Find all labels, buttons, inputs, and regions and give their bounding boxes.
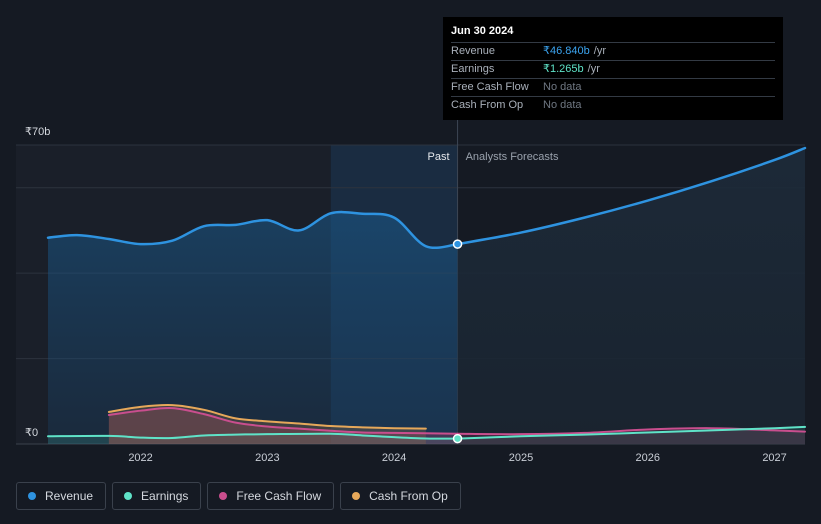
data-tooltip: Jun 30 2024 Revenue ₹46.840b /yr Earning… <box>443 17 783 120</box>
legend-label: Free Cash Flow <box>236 489 322 503</box>
tooltip-label: Cash From Op <box>451 99 524 111</box>
tooltip-row-cash-from-op: Cash From Op No data <box>451 96 775 114</box>
x-tick-label: 2024 <box>382 452 406 464</box>
earnings-forecast-area <box>457 426 805 444</box>
legend-label: Earnings <box>141 489 189 503</box>
tooltip-value: ₹46.840b <box>543 45 590 57</box>
legend-label: Cash From Op <box>369 489 448 503</box>
earnings-marker <box>452 433 463 444</box>
tooltip-unit: /yr <box>587 63 600 75</box>
tooltip-row-earnings: Earnings ₹1.265b /yr <box>451 60 775 78</box>
revenue-forecast-area <box>457 147 805 445</box>
chart-legend: Revenue Earnings Free Cash Flow Cash Fro… <box>16 482 461 510</box>
legend-dot-icon <box>28 492 36 500</box>
cash-from-op-line <box>107 404 427 430</box>
revenue-area <box>48 212 458 444</box>
legend-label: Revenue <box>45 489 94 503</box>
legend-item-free-cash-flow[interactable]: Free Cash Flow <box>207 482 335 510</box>
free-cash-flow-forecast-area <box>457 428 805 444</box>
legend-dot-icon <box>352 492 361 500</box>
y-axis-bottom-label: ₹0 <box>25 427 38 439</box>
legend-item-earnings[interactable]: Earnings <box>112 482 202 510</box>
revenue-marker <box>452 239 463 249</box>
x-tick-label: 2025 <box>509 452 533 464</box>
legend-dot-icon <box>124 492 133 500</box>
earnings-line <box>47 432 459 440</box>
free-cash-flow-forecast-line <box>456 427 806 436</box>
tooltip-label: Free Cash Flow <box>451 81 529 93</box>
free-cash-flow-line <box>107 407 459 435</box>
earnings-area <box>48 433 458 444</box>
tooltip-value: ₹1.265b <box>543 63 584 75</box>
earnings-forecast-line <box>456 425 806 440</box>
x-tick-label: 2023 <box>255 452 279 464</box>
tooltip-date: Jun 30 2024 <box>451 25 514 37</box>
revenue-line <box>46 210 459 250</box>
x-tick-label: 2027 <box>762 452 786 464</box>
x-tick-label: 2026 <box>636 452 660 464</box>
legend-item-cash-from-op[interactable]: Cash From Op <box>340 482 461 510</box>
tooltip-value: No data <box>543 99 582 111</box>
tooltip-label: Revenue <box>451 45 496 57</box>
legend-item-revenue[interactable]: Revenue <box>16 482 107 510</box>
forecast-label: Analysts Forecasts <box>466 151 559 163</box>
tooltip-value: No data <box>543 81 582 93</box>
tooltip-row-revenue: Revenue ₹46.840b /yr <box>451 42 775 60</box>
revenue-forecast-line <box>456 146 807 246</box>
y-axis-top-label: ₹70b <box>25 126 50 138</box>
x-tick-label: 2022 <box>128 452 152 464</box>
tooltip-unit: /yr <box>593 45 606 57</box>
legend-dot-icon <box>219 492 228 500</box>
tooltip-label: Earnings <box>451 63 495 75</box>
past-label: Past <box>428 151 450 163</box>
tooltip-row-free-cash-flow: Free Cash Flow No data <box>451 78 775 96</box>
